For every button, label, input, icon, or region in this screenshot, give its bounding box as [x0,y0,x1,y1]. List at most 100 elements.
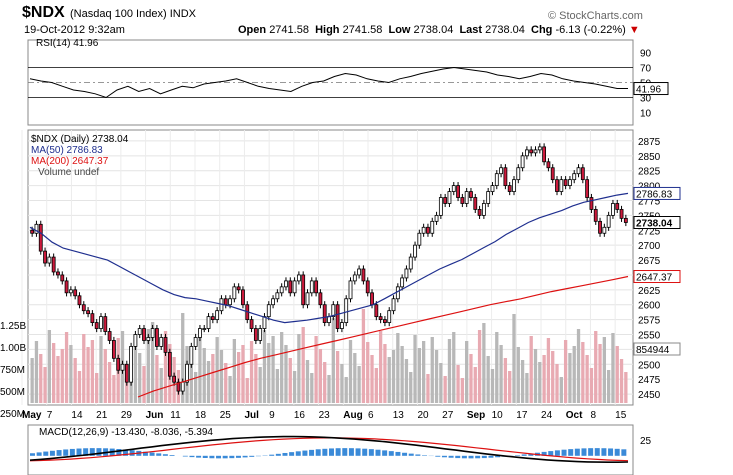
volume-bar [516,347,520,403]
quote-datetime: 19-Oct-2012 9:32am [24,24,125,36]
volume-bar [551,351,555,403]
price-tick-label: 2700 [638,241,661,252]
volume-bar [512,314,516,403]
macd-histogram-bar [601,448,607,456]
candle-body [146,337,151,341]
rsi-legend: RSI(14) 41.96 [36,38,99,49]
time-tick-label: Jul [244,410,259,421]
candle-body [503,167,508,187]
ma50-line [29,192,629,324]
macd-histogram-bar [289,452,295,456]
volume-bar [34,341,39,403]
macd-histogram-bar [621,449,627,456]
volume-bar [237,352,241,403]
candle-body [56,271,60,276]
candle-body [438,197,443,216]
macd-histogram-bar [415,454,421,456]
candle-body [301,274,306,306]
volume-bar [305,360,310,403]
volume-bar [447,339,452,403]
volume-bar [224,363,228,403]
macd-histogram-bar [382,450,388,456]
candle-body [563,179,568,187]
volume-bar [490,369,495,403]
volume-legend: Volume undef [38,167,99,178]
candle-body [434,214,439,222]
time-tick-label: 7 [47,410,53,421]
candle-body [477,209,482,216]
candle-body [524,149,529,157]
macd-histogram-bar [561,449,567,456]
macd-histogram-bar [96,448,102,456]
candle-body [615,203,620,210]
volume-bar [477,330,482,403]
volume-bar [383,344,387,403]
candle-body [529,149,534,154]
candle-body [481,203,486,216]
macd-histogram-bar [202,455,208,458]
time-tick-label: 10 [492,410,504,421]
candle-body [210,316,215,321]
volume-bar [503,358,508,403]
volume-bar [232,339,237,403]
volume-bar [129,377,133,403]
price-tick-label: 2475 [638,375,661,386]
macd-histogram-bar [182,455,188,457]
candle-body [576,167,581,175]
macd-histogram-bar [49,450,55,456]
volume-bar [615,346,619,403]
candle-body [327,316,331,323]
volume-bar [568,353,572,403]
volume-bar [146,329,150,403]
volume-bar [181,313,185,403]
volume-bar [112,375,116,403]
candle-body [400,277,405,288]
macd-histogram-bar [355,448,361,456]
macd-histogram-bar [209,455,215,459]
macd-histogram-bar [229,455,235,459]
candle-body [516,167,521,181]
candle-body [494,173,499,187]
ma50-legend: MA(50) 2786.83 [31,145,103,156]
macd-histogram-bar [275,453,281,456]
candle-body [430,220,435,234]
volume-bar [473,367,477,403]
candle-body [365,280,370,294]
volume-bar [331,318,335,403]
macd-histogram-bar [388,451,394,456]
rsi-last-tag [633,82,669,96]
last-value-tag [633,270,681,284]
volume-bar [482,323,486,403]
macd-histogram-bar [455,455,461,459]
volume-bar [529,336,533,403]
candle-body [215,310,220,321]
volume-bar [353,353,357,403]
rsi-last-tag-label: 41.96 [636,85,661,96]
candle-body [34,223,39,234]
macd-histogram-bar [116,449,122,456]
volume-bar [409,372,413,403]
volume-bar [219,350,224,403]
time-tick-label: 9 [269,410,275,421]
candle-body [593,209,598,222]
macd-histogram-bar [362,448,368,456]
candle-body [443,197,448,204]
volume-bar [495,332,499,403]
candle-body [271,298,275,306]
volume-bar [413,335,417,403]
last-value-tag [633,216,681,230]
macd-histogram-bar [169,455,175,456]
volume-bar [469,354,473,403]
price-tick-label: 2825 [638,167,661,178]
macd-histogram-bar [222,455,228,459]
volume-bar [366,342,370,403]
candle-body [426,226,430,234]
volume-bar [288,358,292,403]
macd-histogram-bar [548,451,554,456]
candle-body [111,340,116,359]
volume-bar [314,336,318,403]
candle-body [236,286,241,291]
candle-body [279,286,284,294]
volume-bar [486,356,490,403]
macd-histogram-bar [249,455,255,457]
